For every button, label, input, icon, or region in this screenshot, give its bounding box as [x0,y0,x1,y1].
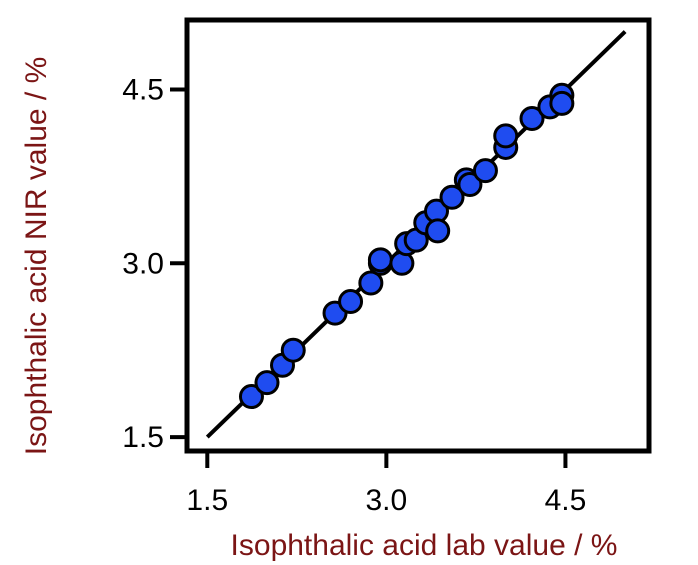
y-tick-label: 3.0 [122,247,164,280]
data-point [549,90,575,116]
y-tick-label: 4.5 [122,74,164,107]
x-axis-ticks: 1.5 3.0 4.5 [186,451,586,517]
data-point [254,370,280,396]
data-points [238,82,575,410]
x-axis-label: Isophthalic acid lab value / % [231,529,618,562]
y-axis-label: Isophthalic acid NIR value / % [20,57,53,456]
data-point [358,270,384,296]
data-point [519,105,545,131]
y-tick-label: 1.5 [122,421,164,454]
data-point [439,184,465,210]
x-tick-label: 3.0 [366,484,408,517]
data-point [493,123,519,149]
data-point [457,172,483,198]
y-axis-ticks: 1.5 3.0 4.5 [122,74,187,454]
data-point [338,289,364,315]
plot-frame [184,17,652,454]
data-point [472,158,498,184]
x-tick-label: 1.5 [186,484,228,517]
data-point [367,247,393,273]
x-tick-label: 4.5 [545,484,587,517]
data-point [280,337,306,363]
data-point [238,384,264,410]
data-point [425,218,451,244]
